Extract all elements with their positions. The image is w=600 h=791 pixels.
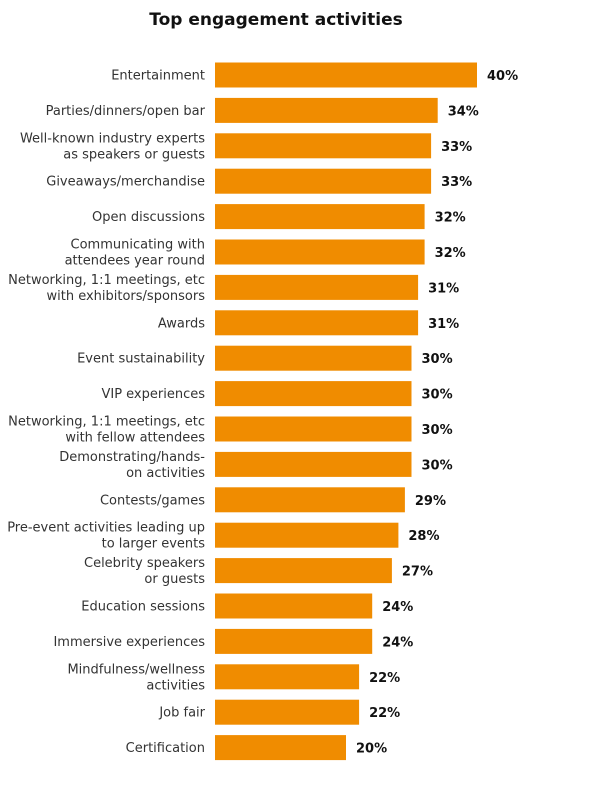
bar: [215, 593, 373, 619]
bar: [215, 133, 432, 159]
bar: [215, 522, 399, 548]
bar: [215, 416, 412, 442]
category-label: Mindfulness/wellness activities: [67, 662, 205, 693]
bar: [215, 487, 405, 513]
category-label: Parties/dinners/open bar: [46, 104, 206, 119]
bar: [215, 664, 360, 690]
value-label: 31%: [428, 317, 459, 332]
bar: [215, 239, 425, 265]
value-label: 27%: [402, 565, 433, 580]
category-label: Open discussions: [92, 210, 205, 225]
bar: [215, 558, 392, 584]
value-label: 22%: [369, 671, 400, 686]
bar: [215, 204, 425, 230]
value-label: 30%: [422, 388, 453, 403]
bar: [215, 699, 360, 725]
bar: [215, 381, 412, 407]
bar: [215, 168, 432, 194]
category-label: Immersive experiences: [53, 635, 205, 650]
bar: [215, 345, 412, 371]
bar: [215, 310, 419, 336]
category-label: Certification: [126, 741, 205, 756]
value-label: 33%: [441, 175, 472, 190]
value-label: 22%: [369, 706, 400, 721]
category-label: Well-known industry experts as speakers o…: [20, 131, 205, 162]
category-label: Pre-event activities leading up to larger…: [7, 521, 205, 552]
value-label: 32%: [435, 211, 466, 226]
category-label: Giveaways/merchandise: [46, 175, 205, 190]
value-label: 29%: [415, 494, 446, 509]
bar: [215, 97, 438, 123]
value-label: 30%: [422, 423, 453, 438]
value-label: 24%: [382, 635, 413, 650]
category-label: Education sessions: [81, 600, 205, 615]
value-label: 34%: [448, 104, 479, 119]
value-label: 20%: [356, 742, 387, 757]
bar: [215, 274, 419, 300]
bar: [215, 735, 346, 761]
category-label: Celebrity speakers or guests: [84, 556, 205, 587]
value-label: 31%: [428, 281, 459, 296]
category-label: Communicating with attendees year round: [65, 238, 205, 269]
category-label: Networking, 1:1 meetings, etc with fellow…: [8, 415, 205, 446]
value-label: 24%: [382, 600, 413, 615]
category-label: Demonstrating/hands-on activities: [59, 450, 205, 481]
value-label: 30%: [422, 458, 453, 473]
value-label: 40%: [487, 69, 518, 84]
category-label: Contests/games: [100, 493, 205, 508]
category-label: VIP experiences: [101, 387, 205, 402]
category-label: Entertainment: [111, 69, 205, 84]
value-label: 30%: [422, 352, 453, 367]
category-label: Job fair: [158, 706, 205, 721]
bar: [215, 62, 477, 88]
category-label: Awards: [158, 316, 205, 331]
value-label: 28%: [408, 529, 439, 544]
category-label: Event sustainability: [77, 352, 205, 367]
category-label: Networking, 1:1 meetings, etc with exhibi…: [8, 273, 205, 304]
value-label: 33%: [441, 140, 472, 155]
value-label: 32%: [435, 246, 466, 261]
bar: [215, 628, 373, 654]
chart-title: Top engagement activities: [149, 10, 403, 30]
bar: [215, 451, 412, 477]
